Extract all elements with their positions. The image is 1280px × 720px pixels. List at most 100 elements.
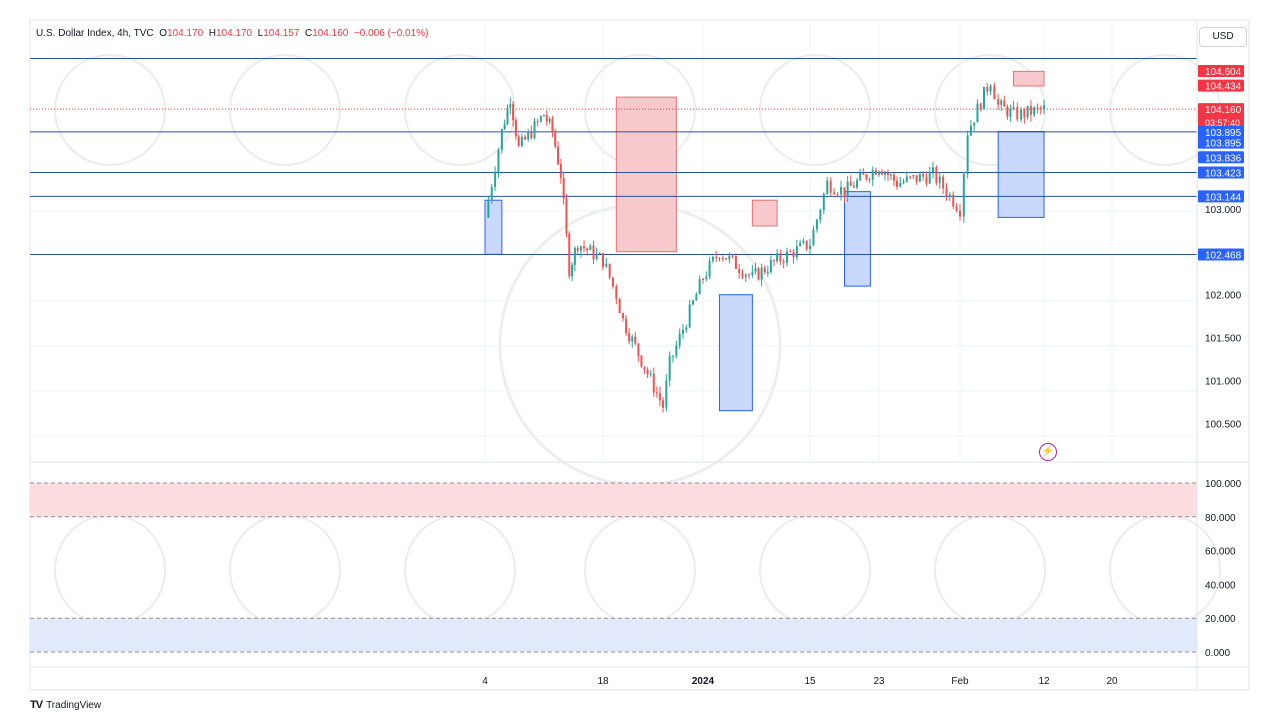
oscillator-tick-label: 100.000 — [1205, 479, 1242, 490]
candle-body — [973, 122, 976, 126]
change-value: −0.006 (−0.01%) — [353, 28, 429, 39]
candle-body — [509, 104, 512, 108]
candle-body — [915, 175, 918, 182]
candle-body — [543, 115, 545, 117]
tv-logo-icon: TV — [30, 699, 43, 711]
lightning-icon[interactable]: ⚡ — [1039, 443, 1057, 461]
candle-body — [887, 172, 889, 176]
candle-body — [605, 263, 608, 267]
price-tag-high-bg — [1198, 65, 1244, 78]
candle-body — [1012, 107, 1015, 109]
price-tag-level-bg — [1198, 151, 1244, 164]
candle-body — [955, 206, 958, 211]
oscillator-tick-label: 0.000 — [1205, 648, 1230, 659]
price-tick-label: 102.000 — [1205, 291, 1242, 302]
candle-body — [554, 131, 557, 147]
candle-body — [826, 180, 829, 194]
candle-body — [615, 286, 618, 299]
candle-body — [685, 327, 688, 330]
price-axis[interactable]: 100.500 101.000 101.500 102.000 103.000 100.0… — [1205, 205, 1242, 659]
candle-body — [966, 135, 969, 175]
close-label: C — [304, 28, 313, 39]
candle-body — [1026, 105, 1029, 118]
candle-body — [976, 103, 979, 123]
candle-body — [708, 260, 711, 277]
high-label: H — [208, 28, 216, 39]
candle-body — [893, 174, 895, 181]
candle-body — [520, 136, 523, 147]
candle-body — [812, 229, 815, 246]
candle-body — [918, 174, 921, 182]
candle-body — [809, 245, 811, 249]
time-axis[interactable]: 4 18 2024 15 23 Feb 12 20 — [482, 676, 1118, 687]
candle-body — [852, 185, 855, 188]
candle-body — [922, 174, 925, 177]
candle-body — [833, 192, 836, 195]
candle-body — [692, 300, 694, 305]
candle-body — [608, 263, 611, 278]
candle-body — [512, 104, 515, 121]
candle-body — [928, 172, 931, 184]
candle-body — [952, 194, 955, 207]
time-tick-label: 20 — [1106, 676, 1118, 687]
candle-body — [785, 251, 788, 263]
candle-body — [748, 274, 751, 276]
time-tick-label: 2024 — [692, 676, 715, 687]
candle-body — [899, 182, 902, 187]
candle-body — [849, 181, 852, 186]
price-tags: 104.604104.434104.16003:57:40103.895103.… — [1198, 65, 1244, 261]
oscillator-tick-label: 80.000 — [1205, 513, 1236, 524]
candle-body — [979, 103, 982, 110]
supply-zone — [1012, 70, 1045, 87]
tradingview-logo[interactable]: TV TradingView — [30, 699, 101, 711]
candle-body — [589, 245, 592, 251]
candle-body — [655, 392, 658, 394]
candle-body — [576, 248, 579, 251]
price-tick-label: 103.000 — [1205, 205, 1242, 216]
price-tick-label: 101.000 — [1205, 377, 1242, 388]
symbol-title[interactable]: U.S. Dollar Index, 4h, TVC — [36, 28, 154, 39]
countdown-label: 03:57:40 — [1205, 118, 1240, 128]
candle-body — [705, 276, 708, 280]
currency-button[interactable]: USD — [1199, 27, 1247, 47]
price-tag-high: 104.604 — [1205, 67, 1242, 78]
supply-zone — [615, 96, 677, 253]
candle-body — [530, 131, 533, 138]
candle-body — [718, 258, 721, 260]
candle-body — [846, 181, 849, 197]
candle-body — [912, 175, 915, 177]
price-tag-level-bg — [1198, 166, 1244, 179]
candle-body — [890, 174, 892, 176]
candle-body — [760, 267, 763, 280]
candle-body — [631, 336, 634, 342]
price-tag-level-bg — [1198, 136, 1244, 149]
ohlc-legend: U.S. Dollar Index, 4h, TVC O 104.170 H 104… — [36, 28, 428, 39]
candle-body — [815, 219, 818, 230]
candle-body — [986, 86, 989, 92]
open-label: O — [159, 28, 167, 39]
low-value: 104.157 — [263, 28, 300, 39]
candle-body — [548, 118, 551, 122]
horizontal-levels — [30, 57, 1197, 255]
candle-body — [494, 172, 497, 187]
candle-body — [859, 172, 862, 181]
candle-body — [682, 329, 684, 334]
candle-body — [881, 171, 883, 175]
candle-body — [672, 355, 674, 357]
candle-body — [618, 298, 621, 314]
candle-body — [799, 242, 802, 247]
candle-body — [1043, 105, 1045, 109]
oscillator-tick-label: 40.000 — [1205, 580, 1236, 591]
high-value: 104.170 — [215, 28, 253, 39]
time-tick-label: 4 — [482, 676, 488, 687]
candle-body — [932, 167, 934, 173]
candle-body — [497, 150, 500, 173]
candle-body — [856, 180, 859, 188]
low-label: L — [257, 28, 264, 39]
price-tick-label: 100.500 — [1205, 420, 1242, 431]
candle-body — [843, 187, 846, 197]
candle-body — [868, 179, 871, 181]
candle-body — [871, 170, 874, 180]
candle-body — [1000, 100, 1003, 105]
